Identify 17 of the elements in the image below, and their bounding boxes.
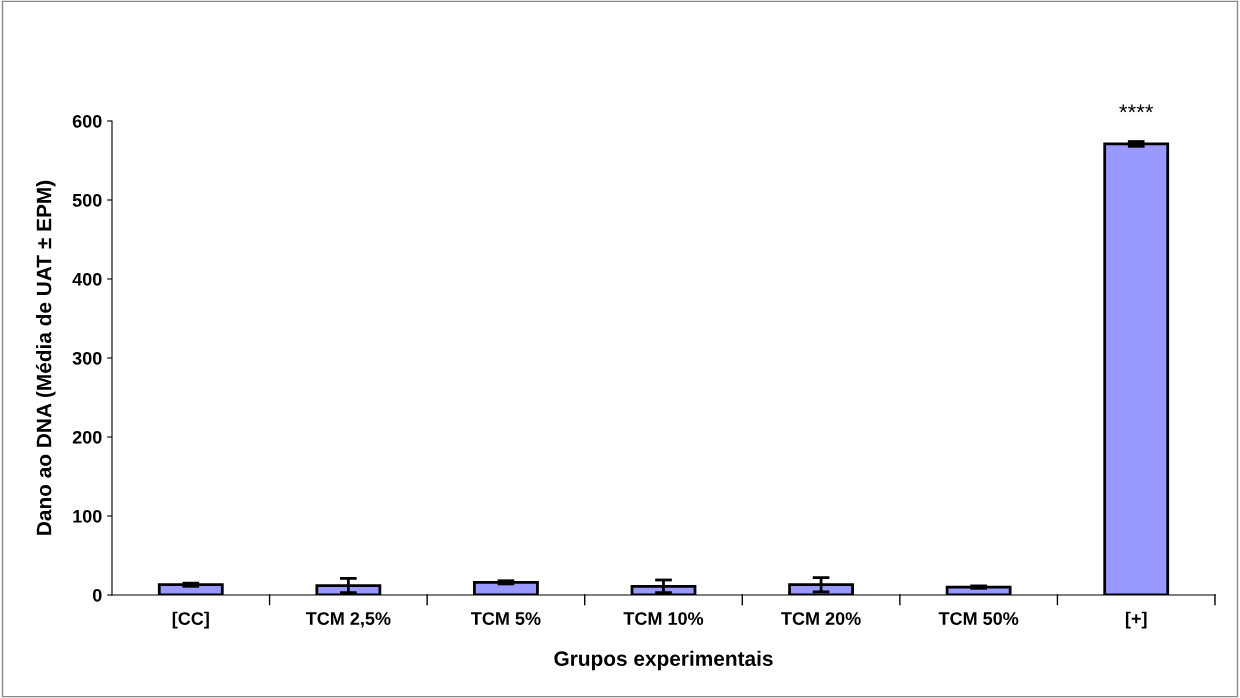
x-tick-label: TCM 50% (938, 612, 1019, 625)
y-tick-label: 600 (72, 114, 102, 128)
y-tick-label: 300 (72, 351, 102, 365)
x-tick-label: [CC] (172, 611, 209, 629)
x-tick-label: TCM 20% (781, 612, 861, 625)
y-tick-label: 400 (72, 272, 102, 286)
x-tick-label: TCM 5% (471, 612, 541, 625)
x-axis-title: Grupos experimentais (554, 650, 773, 671)
x-tick-label: [+] (1125, 611, 1147, 629)
x-tick-label: TCM 2,5% (305, 612, 391, 628)
text: **** (1119, 104, 1154, 113)
x-tick-label: TCM 10% (623, 612, 704, 625)
y-tick-label: 200 (72, 430, 102, 444)
y-axis-title: Dano ao DNA (Média de UAT ± EPM) (35, 180, 56, 535)
y-tick-label: 0 (92, 588, 102, 602)
y-tick-label: 500 (72, 193, 102, 207)
y-tick-label: 100 (73, 509, 102, 523)
